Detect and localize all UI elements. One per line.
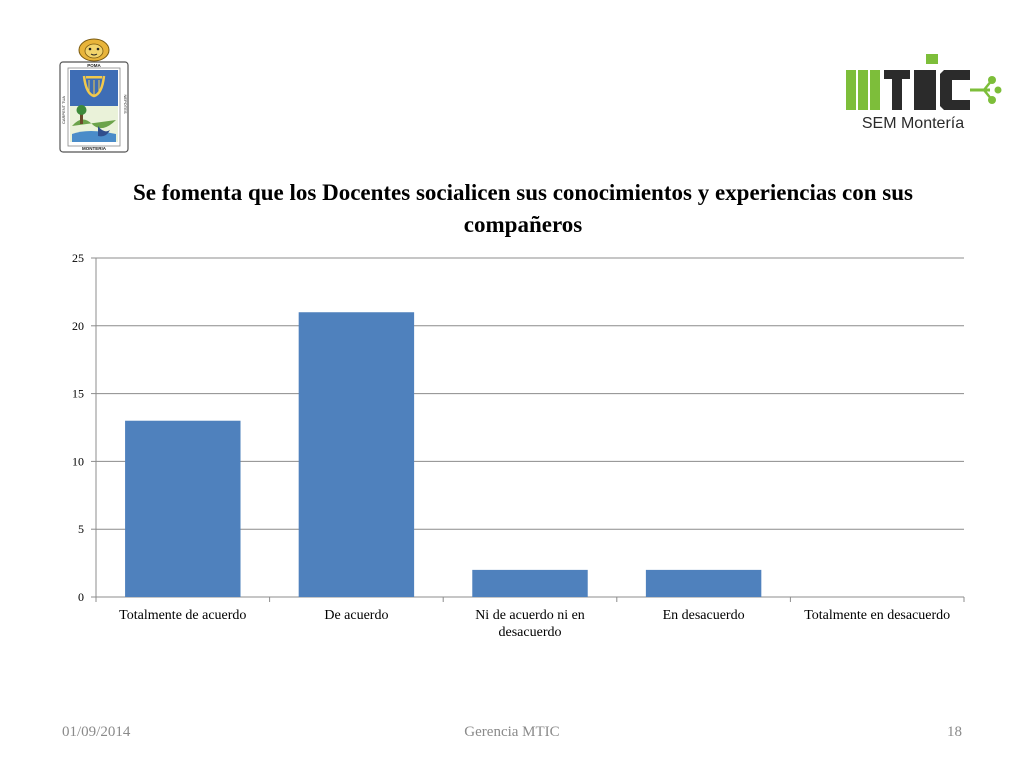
gridlines: [96, 257, 964, 530]
x-category-label: Totalmente de acuerdo: [119, 608, 246, 623]
bar: [125, 420, 241, 597]
mtic-logo: SEM Montería: [820, 52, 1006, 132]
y-tick-label: 0: [78, 590, 84, 604]
coat-right-text: NEPOTES: [123, 94, 128, 113]
x-category-label: Ni de acuerdo ni en desacuerdo: [475, 608, 585, 640]
y-tick-label: 20: [72, 319, 84, 333]
tick-labels: 0 5 10 15 20 25 Totalmente de acuerdo De acuerd…: [72, 251, 950, 640]
coat-bottom-text: MONTERIA: [82, 146, 107, 151]
bar: [472, 569, 588, 597]
y-tick-label: 25: [72, 251, 84, 265]
bar: [645, 569, 762, 597]
footer-title: Gerencia MTIC: [464, 724, 560, 740]
x-category-label: De acuerdo: [324, 608, 388, 623]
x-category-label: En desacuerdo: [663, 608, 745, 623]
bar: [298, 312, 415, 597]
mtic-subtitle: SEM Montería: [862, 115, 964, 132]
page-number: 18: [947, 724, 962, 740]
y-tick-label: 5: [78, 522, 84, 536]
coat-banner-text: POMA: [87, 63, 101, 68]
x-category-label: Totalmente en desacuerdo: [804, 608, 950, 623]
chart-title: Se fomenta que los Docentes socialicen s…: [132, 180, 914, 237]
bars: [125, 312, 762, 597]
coat-of-arms-logo: POMA CARPENT TUA NEPOTES MONTERIA: [58, 38, 130, 154]
coat-left-text: CARPENT TUA: [61, 96, 66, 124]
y-tick-label: 10: [72, 454, 84, 468]
y-tick-label: 15: [72, 387, 84, 401]
footer-date: 01/09/2014: [62, 724, 131, 740]
